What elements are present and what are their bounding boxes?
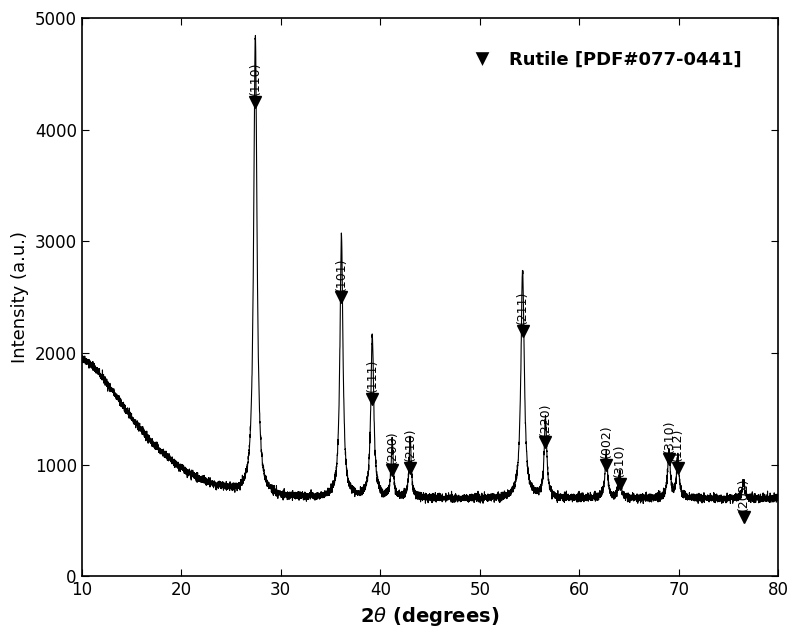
Text: (211): (211) bbox=[516, 291, 529, 324]
Text: (202): (202) bbox=[737, 477, 750, 511]
Text: (310): (310) bbox=[662, 419, 675, 452]
Text: (220): (220) bbox=[539, 403, 552, 436]
Text: (101): (101) bbox=[335, 257, 348, 291]
Y-axis label: Intensity (a.u.): Intensity (a.u.) bbox=[11, 231, 29, 364]
Text: (110): (110) bbox=[249, 62, 262, 95]
X-axis label: 2$\theta$ (degrees): 2$\theta$ (degrees) bbox=[360, 605, 500, 628]
Legend: Rutile [PDF#077-0441]: Rutile [PDF#077-0441] bbox=[456, 44, 749, 76]
Text: (310): (310) bbox=[613, 443, 626, 477]
Text: (210): (210) bbox=[404, 428, 417, 461]
Text: (002): (002) bbox=[600, 424, 613, 458]
Text: (111): (111) bbox=[366, 359, 378, 392]
Text: (112): (112) bbox=[671, 428, 684, 461]
Text: (200): (200) bbox=[386, 430, 398, 464]
